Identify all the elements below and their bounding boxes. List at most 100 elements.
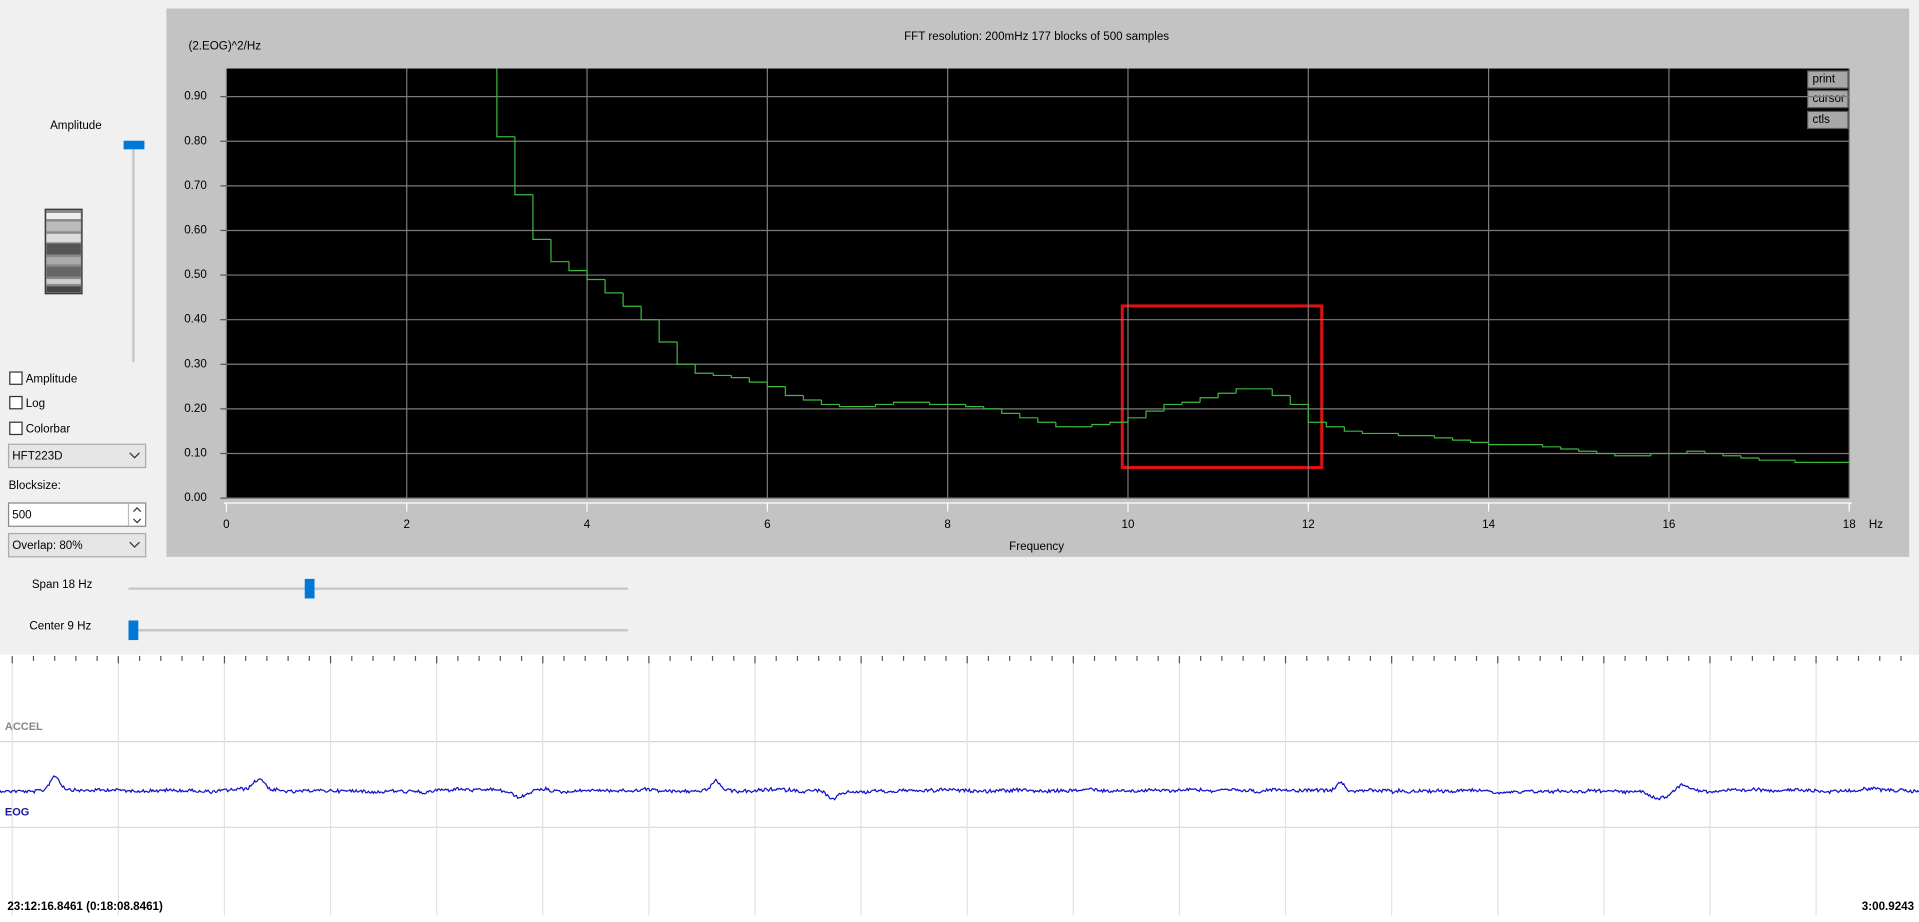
plot-area: [226, 68, 1850, 499]
spectrum-step: [1163, 403, 1183, 412]
y-tick-label: 0.80: [184, 134, 207, 147]
spectrum-step: [1596, 451, 1615, 455]
x-tick-label: 12: [1302, 518, 1315, 531]
x-tick-label: 18: [1843, 518, 1856, 531]
spectrum-step: [1704, 451, 1724, 455]
spectrum-step: [1650, 452, 1669, 456]
spectrum-step: [1361, 431, 1381, 435]
channel-label: EOG: [5, 807, 29, 819]
eog-trace: [0, 775, 1919, 801]
spectrum-step: [838, 404, 858, 408]
spectrum-step: [1181, 401, 1201, 405]
overlap-dropdown[interactable]: [7, 532, 147, 558]
window-value[interactable]: HFT223D: [12, 450, 62, 463]
spectrum-step: [712, 373, 732, 377]
x-tick-label: 2: [403, 518, 409, 531]
center-label: Center 9 Hz: [29, 620, 91, 633]
button-label[interactable]: cursor: [1813, 92, 1845, 105]
spectrum-step: [1019, 413, 1038, 419]
print-button[interactable]: [1807, 70, 1849, 89]
spectrum-step: [965, 404, 984, 408]
checkbox[interactable]: [9, 371, 23, 385]
spectrum-step: [892, 401, 912, 405]
colorbar-band: [46, 286, 81, 293]
spectrum-step: [1325, 422, 1345, 428]
y-tick-label: 0.70: [184, 179, 207, 192]
spectrum-step: [1542, 444, 1561, 448]
spectrum-step: [1289, 395, 1309, 406]
button-label[interactable]: print: [1813, 73, 1836, 86]
spectrum-step: [730, 375, 750, 379]
y-tick-label: 0.40: [184, 313, 207, 326]
spectrum-step: [1127, 417, 1147, 423]
spectrum-step: [820, 399, 840, 406]
spectrum-step: [1686, 450, 1705, 454]
spectrum-step: [766, 382, 786, 388]
blocksize-value[interactable]: 500: [12, 508, 31, 521]
checkbox[interactable]: [9, 395, 23, 410]
colorbar-band: [46, 257, 81, 265]
spectrum-step: [532, 194, 551, 240]
spectrum-step: [1397, 433, 1417, 437]
amplitude-label: Amplitude: [50, 119, 102, 132]
center-slider-handle[interactable]: [128, 620, 139, 641]
cursor-button[interactable]: [1807, 89, 1849, 109]
colorbar-band: [46, 233, 81, 243]
x-tick-label: 8: [944, 518, 950, 531]
spectrum-step: [586, 270, 606, 281]
window-dropdown[interactable]: [7, 443, 147, 469]
blocksize-label: Blocksize:: [9, 479, 61, 492]
spectrum-step: [1001, 408, 1020, 414]
highlight-box: [1120, 304, 1324, 470]
spectrum-step: [1109, 421, 1128, 425]
spectrum-step: [1199, 397, 1219, 403]
spectrum-step: [1145, 410, 1165, 418]
checkbox-label[interactable]: Log: [26, 397, 45, 410]
span-slider-handle[interactable]: [304, 578, 315, 599]
x-tick-label: 6: [764, 518, 770, 531]
button-label[interactable]: ctls: [1813, 113, 1831, 126]
spectrum-step: [1235, 388, 1255, 394]
spectrum-step: [1037, 417, 1056, 423]
spectrum-step: [1740, 455, 1760, 459]
checkbox-label[interactable]: Colorbar: [26, 423, 71, 436]
y-tick-label: 0.60: [184, 224, 207, 237]
spectrum: [496, 68, 1850, 464]
spinner-arrows[interactable]: [132, 507, 142, 524]
span-label: Span 18 Hz: [32, 578, 93, 591]
plot-layer: [225, 68, 1850, 499]
spectrum-step: [640, 306, 660, 321]
spectrum-step: [983, 406, 1002, 410]
spectrum-step: [1560, 446, 1579, 450]
blocksize-input[interactable]: [7, 502, 147, 527]
spectrum-step: [694, 364, 714, 374]
y-tick-label: 0.50: [184, 268, 207, 281]
colorbar-band: [46, 221, 81, 232]
x-tick-label: 0: [223, 518, 229, 531]
trace-area: [0, 654, 1919, 916]
spectrum-step: [1794, 460, 1814, 464]
checkbox-label[interactable]: Amplitude: [26, 372, 78, 385]
overlap-value[interactable]: Overlap: 80%: [12, 539, 82, 552]
spectrum-step: [1091, 423, 1110, 427]
spectrum-step: [1487, 442, 1507, 446]
x-tick-label: 10: [1122, 518, 1135, 531]
spectrum-step: [748, 377, 768, 383]
spectrum-step: [784, 386, 804, 397]
dropdown-arrow: [129, 452, 140, 459]
x-tick-label: 4: [584, 518, 591, 531]
amplitude-slider-handle[interactable]: [123, 140, 145, 150]
y-tick-label: 0.00: [184, 491, 207, 504]
colorbar-band: [46, 243, 81, 255]
time-grid: [11, 655, 1902, 916]
spectrum-step: [550, 239, 570, 263]
spectrum-step: [658, 319, 678, 343]
checkbox[interactable]: [9, 421, 23, 436]
channel-label: ACCEL: [5, 721, 43, 733]
start-time: 23:12:16.8461 (0:18:08.8461): [7, 900, 163, 913]
ctls-button[interactable]: [1807, 110, 1849, 130]
spectrum-step: [1469, 440, 1489, 443]
chart-buttons: print cursor ctls: [1807, 70, 1849, 130]
spectrum-step: [874, 403, 894, 407]
